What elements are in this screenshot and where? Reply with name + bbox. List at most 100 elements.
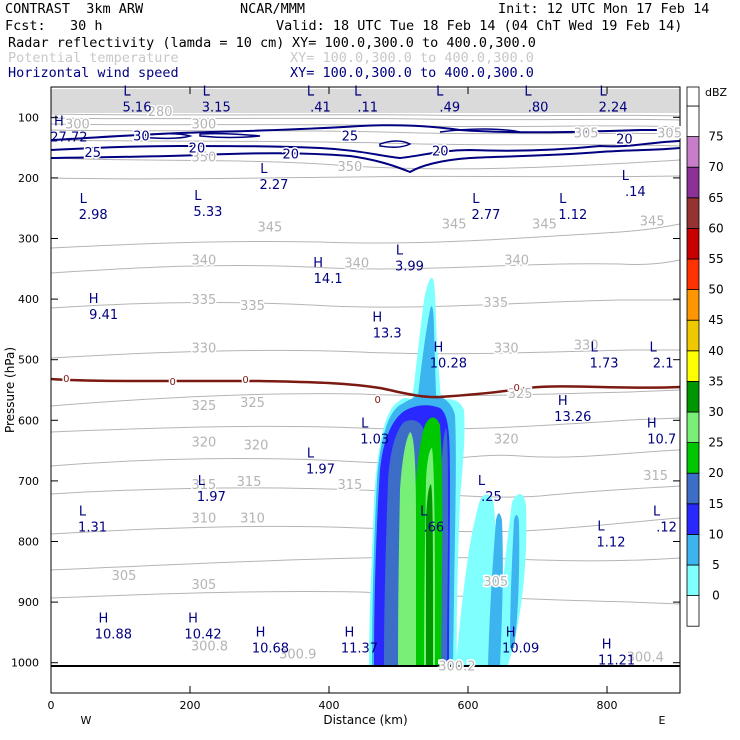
theta-contour-label: 340 (504, 254, 529, 269)
refl-10dbz-east-2 (510, 514, 520, 648)
extremum-marker: L2.24 (599, 84, 628, 115)
theta-contour-label: 300.2 (438, 660, 475, 675)
colorbar-swatch (686, 380, 700, 413)
wind-extremum-value: 1.03 (360, 432, 389, 447)
wind-extremum-value: 14.1 (314, 272, 343, 287)
theta-contour-label: 315 (337, 478, 362, 493)
wind-max-marker: H (506, 625, 516, 640)
extremum-marker: L1.31 (78, 504, 107, 535)
center-label: NCAR/MMM (240, 1, 306, 17)
freezing-level-label: 0 (513, 383, 519, 394)
wind-min-marker: L (478, 474, 486, 489)
wind-min-marker: L (123, 84, 131, 99)
wind-extremum-value: 10.28 (430, 357, 467, 372)
extremum-marker: H27.72 (50, 115, 87, 146)
wind-min-marker: L (650, 341, 658, 356)
colorbar-swatch (686, 442, 700, 474)
init-time: Init: 12 UTC Mon 17 Feb 14 (498, 1, 710, 17)
theta-contour-label: 305 (112, 569, 137, 584)
wind-extremum-value: 1.97 (197, 490, 226, 505)
extremum-marker: L2.27 (259, 162, 288, 193)
theta-contour-label: 335 (483, 296, 508, 311)
colorbar-level-label: 35 (708, 374, 723, 388)
upper-theta-band (51, 89, 680, 147)
theta-contour-label: 310 (240, 511, 265, 526)
theta-contour-label: 325 (508, 387, 533, 402)
theta-contour-label: 320 (494, 432, 519, 447)
refl-30dbz (398, 432, 416, 665)
wind-min-marker: L (590, 341, 598, 356)
wind-extremum-value: 3.99 (395, 260, 424, 275)
wind-extremum-value: 27.72 (50, 131, 87, 146)
wind-extremum-value: 10.7 (647, 432, 676, 447)
colorbar-level-label: 70 (708, 160, 723, 174)
extremum-marker: L2.1 (650, 341, 674, 372)
freezing-level-label: 0 (63, 374, 69, 385)
wind-max-marker: H (256, 625, 266, 640)
wind-extremum-value: 2.1 (653, 357, 674, 372)
wind-extremum-value: 2.77 (471, 208, 500, 223)
wind-extremum-value: .49 (439, 100, 460, 115)
colorbar-level-label: 40 (708, 344, 723, 358)
wind-extremum-value: .80 (528, 100, 549, 115)
wind-extremum-value: .41 (310, 100, 331, 115)
wind-min-marker: L (307, 84, 315, 99)
forecast-hour: Fcst: 30 h (5, 18, 103, 34)
wind-extremum-value: 1.12 (597, 535, 626, 550)
wind-max-marker: H (372, 310, 382, 325)
plot-area (51, 87, 680, 693)
extremum-marker: L1.03 (360, 416, 389, 447)
theta-contour-label: 345 (442, 217, 467, 232)
wind-min-marker: L (80, 192, 88, 207)
extremum-marker: H10.68 (252, 625, 289, 656)
wind-contour-label: 20 (432, 145, 449, 160)
wind-max-marker: H (98, 612, 108, 627)
wind-extremum-value: .14 (625, 185, 646, 200)
theta-contour-label: 315 (643, 469, 668, 484)
extremum-marker: L.80 (524, 84, 548, 115)
freezing-level-label: 0 (374, 395, 380, 406)
y-tick-label: 900 (18, 596, 39, 609)
wind-extremum-value: 11.21 (598, 654, 635, 669)
extremum-marker: L5.16 (123, 84, 152, 115)
extremum-marker: H11.21 (598, 638, 635, 669)
wind-min-marker: L (653, 504, 661, 519)
wind-extremum-value: 2.27 (259, 178, 288, 193)
extremum-marker: L.25 (478, 474, 502, 505)
extremum-marker: H13.26 (554, 394, 591, 425)
wind-extremum-value: 10.68 (252, 641, 289, 656)
y-tick-label: 400 (18, 293, 39, 306)
colorbar-level-label: 75 (708, 130, 723, 144)
theta-contour-label: 320 (191, 436, 216, 451)
y-tick-label: 1000 (11, 657, 39, 670)
theta-contour-label: 335 (191, 293, 216, 308)
y-tick-label: 500 (18, 354, 39, 367)
extremum-marker: L.11 (354, 84, 378, 115)
wind-min-marker: L (436, 84, 444, 99)
x-tick-label: 0 (48, 699, 55, 712)
theta-contour-label: 345 (640, 214, 665, 229)
extremum-marker: L3.99 (395, 244, 424, 275)
field-theta-name: Potential temperature (8, 50, 179, 66)
wind-min-marker: L (203, 84, 211, 99)
wind-extremum-value: 9.41 (89, 308, 118, 323)
colorbar-swatch (686, 534, 700, 566)
wind-contour-label: 25 (342, 129, 359, 144)
x-axis-label: Distance (km) (323, 713, 407, 727)
wind-extremum-value: 11.37 (341, 641, 378, 656)
field-wind-name: Horizontal wind speed (8, 65, 179, 81)
wind-max-marker: H (345, 625, 355, 640)
theta-contour-label: 350 (191, 151, 216, 166)
wind-extremum-value: .11 (357, 100, 378, 115)
colorbar-level-label: 30 (708, 405, 723, 419)
y-tick-label: 200 (18, 172, 39, 185)
extremum-marker: L3.15 (202, 84, 231, 115)
theta-contour-label: 330 (191, 342, 216, 357)
y-tick-label: 600 (18, 414, 39, 427)
wind-extremum-value: .12 (656, 520, 677, 535)
wind-min-marker: L (361, 416, 369, 431)
wind-min-marker: L (472, 192, 480, 207)
theta-contour-label: 300.9 (279, 648, 316, 663)
colorbar-level-label: 25 (708, 436, 723, 450)
